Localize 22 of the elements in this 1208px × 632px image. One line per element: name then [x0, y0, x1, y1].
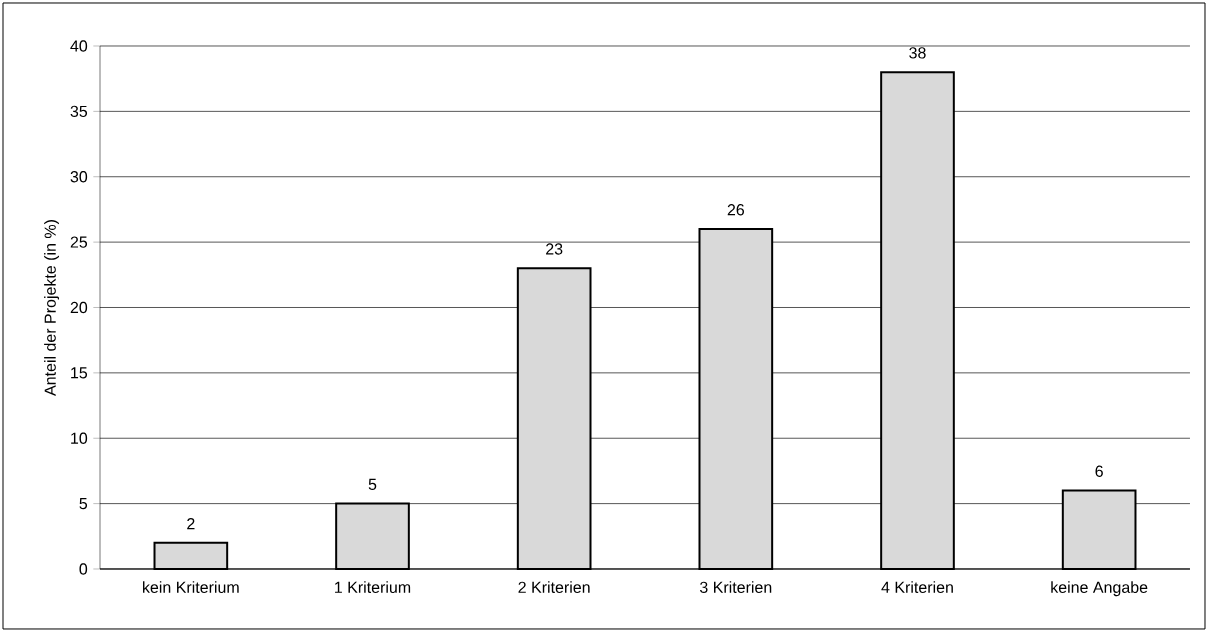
y-tick-label: 40	[70, 40, 88, 52]
data-label: 5	[368, 478, 377, 490]
x-tick-label: 3 Kriterien	[699, 581, 772, 593]
x-tick-label: 1 Kriterium	[335, 581, 411, 593]
y-tick-label: 5	[79, 498, 88, 510]
y-tick-label: 30	[70, 171, 88, 183]
y-tick-label: 25	[70, 236, 88, 248]
x-tick-label: kein Kriterium	[143, 581, 239, 593]
y-tick-label: 15	[71, 367, 88, 379]
y-tick-label: 20	[70, 301, 88, 314]
x-tick-label: 4 Kriterien	[881, 581, 953, 593]
y-tick-label: 10	[71, 432, 88, 444]
data-label: 38	[909, 47, 926, 59]
data-label: 6	[1095, 465, 1103, 477]
data-label: 26	[727, 204, 745, 216]
y-tick-label: 0	[79, 563, 88, 575]
y-axis-title: Anteil der Projekte (in %)	[44, 220, 60, 396]
x-tick-label: 2 Kriterien	[518, 581, 590, 593]
y-tick-label: 35	[70, 105, 88, 118]
data-label: 23	[546, 243, 563, 255]
x-tick-label: keine Angabe	[1051, 581, 1148, 597]
data-label: 2	[187, 518, 195, 530]
